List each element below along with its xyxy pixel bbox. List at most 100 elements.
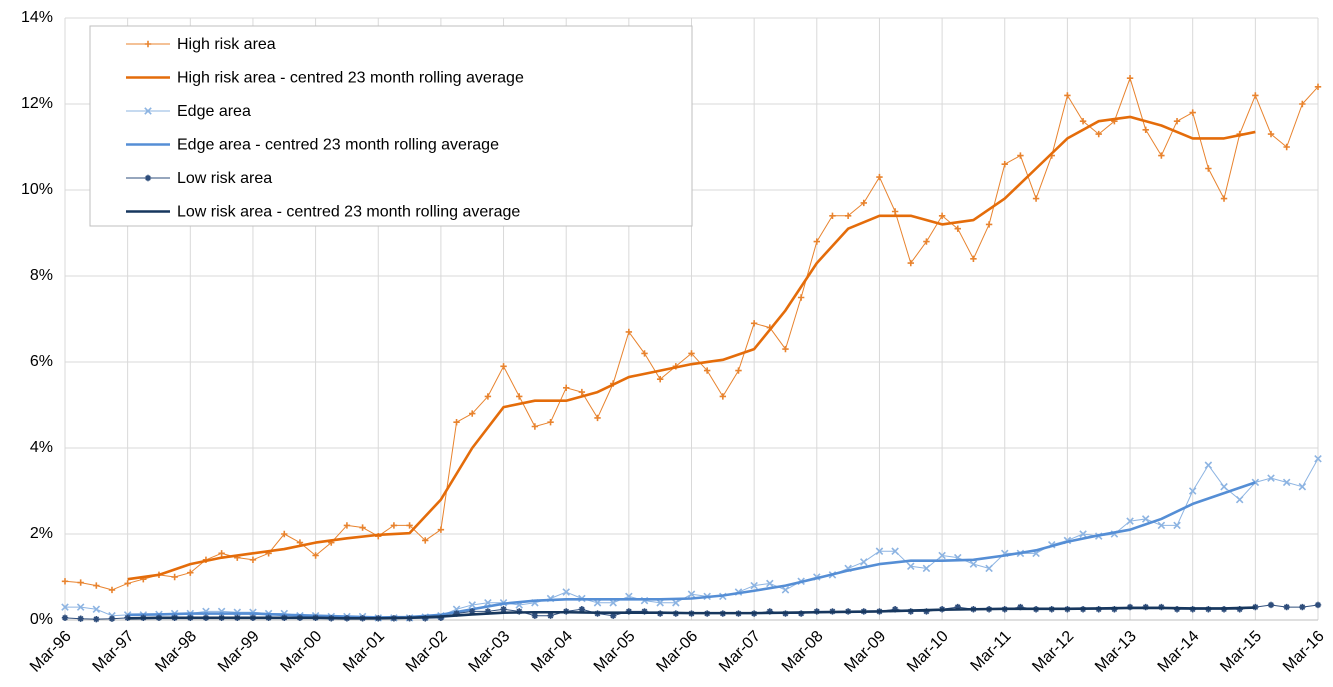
marker <box>484 393 492 400</box>
marker <box>108 615 116 622</box>
marker <box>844 212 852 219</box>
x-tick-label: Mar-07 <box>716 628 764 676</box>
marker <box>453 419 460 426</box>
marker <box>500 606 507 613</box>
marker <box>249 556 257 563</box>
marker <box>578 606 586 613</box>
marker <box>1267 130 1275 138</box>
marker <box>1157 521 1166 530</box>
x-tick-label: Mar-05 <box>591 628 639 676</box>
legend: High risk area High risk area - centred 2… <box>89 25 693 227</box>
marker <box>1032 195 1040 202</box>
marker <box>1220 482 1228 491</box>
marker <box>891 547 899 555</box>
x-tick-label: Mar-99 <box>215 628 263 676</box>
y-tick-label: 10% <box>21 181 53 198</box>
x-tick-label: Mar-11 <box>968 628 1015 675</box>
marker <box>547 419 554 426</box>
marker <box>516 393 523 400</box>
marker <box>1126 75 1134 82</box>
marker <box>187 569 194 576</box>
rolling-average-line <box>127 606 1256 620</box>
marker <box>922 564 931 573</box>
y-tick-label: 0% <box>30 611 53 628</box>
marker <box>938 212 946 219</box>
marker <box>891 208 899 215</box>
marker <box>77 579 84 586</box>
marker <box>954 603 961 611</box>
marker <box>1126 517 1134 525</box>
marker <box>390 522 398 529</box>
marker <box>593 599 602 607</box>
marker <box>281 530 288 538</box>
marker <box>61 578 69 585</box>
marker <box>562 588 570 596</box>
marker <box>719 393 727 400</box>
marker <box>782 345 789 353</box>
marker <box>750 320 758 327</box>
x-tick-label: Mar-06 <box>653 628 701 676</box>
marker <box>1314 83 1322 90</box>
marker <box>703 367 711 374</box>
marker <box>578 388 586 396</box>
marker <box>594 414 601 422</box>
marker <box>312 552 319 559</box>
x-tick-label: Mar-09 <box>841 628 889 676</box>
marker <box>422 537 429 544</box>
marker <box>672 599 680 607</box>
marker <box>1252 92 1259 99</box>
marker <box>781 586 790 594</box>
x-tick-label: Mar-03 <box>465 628 513 676</box>
legend-label: Edge area <box>177 103 251 120</box>
marker <box>1252 603 1259 611</box>
marker <box>93 582 100 589</box>
y-tick-label: 14% <box>21 9 53 26</box>
marker <box>1188 487 1197 495</box>
x-tick-label: Mar-97 <box>90 628 138 676</box>
marker <box>500 363 507 370</box>
marker <box>907 562 915 571</box>
marker <box>1267 474 1275 482</box>
marker <box>766 608 774 615</box>
x-tick-label: Mar-02 <box>403 628 451 676</box>
marker <box>1282 478 1291 487</box>
marker <box>1205 165 1212 172</box>
marker <box>797 294 805 301</box>
marker <box>61 603 69 611</box>
marker <box>1017 603 1024 611</box>
marker <box>907 259 914 267</box>
x-tick-label: Mar-04 <box>528 628 576 676</box>
legend-marker <box>144 40 152 48</box>
marker <box>61 614 69 622</box>
marker <box>891 606 899 613</box>
marker <box>625 328 633 336</box>
marker <box>406 522 413 529</box>
marker <box>1173 521 1181 530</box>
marker <box>609 612 617 619</box>
x-tick-label: Mar-16 <box>1280 628 1328 676</box>
marker <box>985 221 993 228</box>
marker <box>875 547 884 555</box>
marker <box>484 608 492 615</box>
marker <box>547 612 554 619</box>
marker <box>1267 601 1275 609</box>
legend-label: High risk area - centred 23 month rollin… <box>177 70 524 87</box>
marker <box>468 601 476 609</box>
marker <box>1141 515 1150 523</box>
x-tick-label: Mar-15 <box>1217 628 1265 676</box>
marker <box>1173 118 1181 125</box>
marker <box>1314 601 1322 609</box>
marker <box>1283 603 1290 611</box>
marker <box>609 599 617 607</box>
marker <box>1298 482 1307 491</box>
marker <box>171 573 178 581</box>
rolling-average-line <box>127 115 1256 581</box>
marker <box>343 522 351 529</box>
marker <box>1220 195 1228 202</box>
legend-marker <box>144 107 152 115</box>
marker <box>656 599 664 607</box>
marker <box>735 367 742 374</box>
legend-box <box>89 25 693 227</box>
marker <box>218 550 225 557</box>
